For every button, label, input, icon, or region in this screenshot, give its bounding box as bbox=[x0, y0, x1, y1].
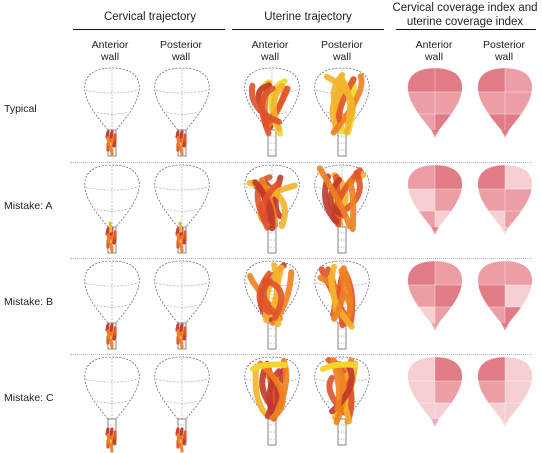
cervical-trajectory-strokes bbox=[175, 427, 187, 453]
group-rule-uterine bbox=[232, 29, 384, 30]
cell-uterine-anterior-row-2 bbox=[244, 164, 300, 254]
group-rule-cervical bbox=[73, 29, 225, 30]
uterine-trajectory-strokes bbox=[317, 263, 356, 330]
uterine-trajectory-strokes bbox=[323, 72, 365, 136]
coverage-index-map bbox=[477, 260, 533, 345]
cell-cervical-anterior-row-2 bbox=[84, 164, 140, 254]
cervical-trajectory-strokes bbox=[105, 130, 117, 156]
row-label-mistake-c: Mistake: C bbox=[4, 392, 54, 404]
coverage-index-map bbox=[407, 260, 463, 345]
cell-coverage-posterior-row-3 bbox=[477, 260, 533, 345]
col-header-cervical-posterior: Posterior wall bbox=[159, 39, 202, 63]
row-label-typical: Typical bbox=[4, 103, 37, 115]
cell-coverage-anterior-row-4 bbox=[407, 356, 463, 441]
cell-uterine-anterior-row-4 bbox=[244, 356, 300, 446]
col-header-uterine-anterior: Anterior wall bbox=[251, 39, 289, 63]
uterine-trajectory-strokes bbox=[246, 174, 298, 232]
cell-cervical-anterior-row-4 bbox=[84, 356, 140, 453]
cell-cervical-posterior-row-3 bbox=[154, 260, 210, 350]
coverage-index-map bbox=[477, 164, 533, 249]
cell-uterine-posterior-row-1 bbox=[314, 67, 370, 157]
cell-coverage-anterior-row-1 bbox=[407, 67, 463, 152]
coverage-index-map bbox=[407, 164, 463, 249]
col-header-coverage-posterior: Posterior wall bbox=[482, 39, 525, 63]
cell-coverage-posterior-row-2 bbox=[477, 164, 533, 249]
cervical-trajectory-strokes bbox=[175, 130, 187, 156]
cell-cervical-posterior-row-2 bbox=[154, 164, 210, 254]
cell-uterine-anterior-row-3 bbox=[244, 260, 300, 350]
group-rule-coverage bbox=[396, 29, 536, 30]
row-separator bbox=[70, 162, 532, 163]
row-label-mistake-b: Mistake: B bbox=[4, 296, 54, 308]
cell-cervical-posterior-row-4 bbox=[154, 356, 210, 453]
cervical-trajectory-strokes bbox=[175, 221, 187, 253]
cervical-trajectory-strokes bbox=[105, 427, 117, 453]
group-title-uterine: Uterine trajectory bbox=[264, 11, 352, 23]
cell-cervical-posterior-row-1 bbox=[154, 67, 210, 157]
uterine-trajectory-strokes bbox=[248, 78, 291, 137]
cell-coverage-anterior-row-2 bbox=[407, 164, 463, 249]
cell-coverage-posterior-row-4 bbox=[477, 356, 533, 441]
row-label-mistake-a: Mistake: A bbox=[4, 200, 53, 212]
col-header-cervical-anterior: Anterior wall bbox=[91, 39, 129, 63]
group-title-cervical: Cervical trajectory bbox=[103, 11, 197, 23]
cell-uterine-posterior-row-2 bbox=[314, 164, 370, 254]
cell-cervical-anterior-row-3 bbox=[84, 260, 140, 350]
cell-coverage-anterior-row-3 bbox=[407, 260, 463, 345]
col-header-coverage-anterior: Anterior wall bbox=[415, 39, 453, 63]
cervical-trajectory-strokes bbox=[105, 323, 117, 349]
group-title-coverage: Cervical coverage index and uterine cove… bbox=[392, 2, 538, 28]
cell-uterine-anterior-row-1 bbox=[244, 67, 300, 157]
row-separator bbox=[70, 258, 532, 259]
cervical-trajectory-strokes bbox=[105, 221, 117, 253]
uterine-trajectory-strokes bbox=[250, 358, 290, 422]
col-header-uterine-posterior: Posterior wall bbox=[320, 39, 363, 63]
cell-uterine-posterior-row-4 bbox=[314, 356, 370, 446]
uterine-trajectory-strokes bbox=[320, 357, 359, 426]
coverage-index-map bbox=[407, 67, 463, 152]
row-separator bbox=[70, 354, 532, 355]
uterine-trajectory-strokes bbox=[316, 165, 367, 232]
coverage-index-map bbox=[477, 356, 533, 441]
cell-cervical-anterior-row-1 bbox=[84, 67, 140, 157]
uterine-trajectory-strokes bbox=[247, 262, 295, 328]
cell-uterine-posterior-row-3 bbox=[314, 260, 370, 350]
coverage-index-map bbox=[407, 356, 463, 441]
coverage-index-map bbox=[477, 67, 533, 152]
cell-coverage-posterior-row-1 bbox=[477, 67, 533, 152]
cervical-trajectory-strokes bbox=[175, 323, 187, 349]
